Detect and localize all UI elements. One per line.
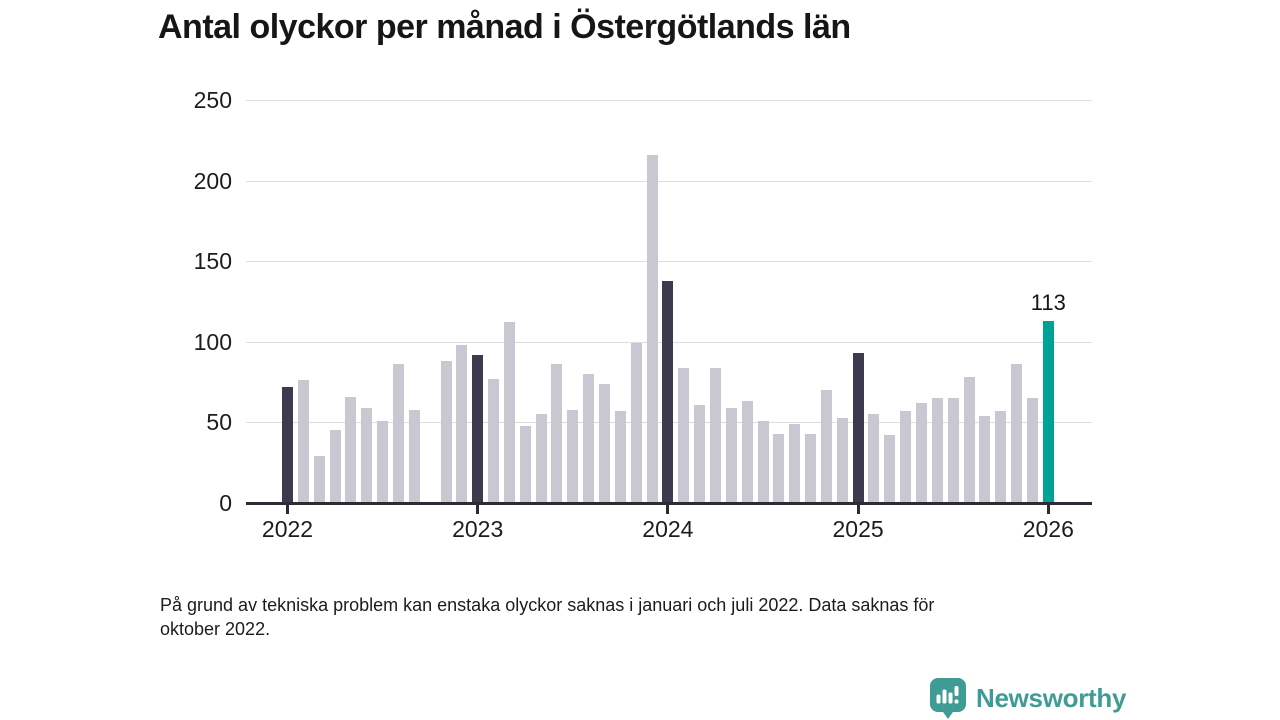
x-axis-label-2022: 2022 [261, 516, 314, 542]
bar-2024-06 [741, 401, 753, 503]
bar-2022-03 [313, 456, 325, 503]
bar-2024-01 [662, 280, 674, 503]
y-axis-label-0: 0 [219, 490, 232, 516]
gridline-150 [246, 261, 1092, 263]
x-axis-tick-2025 [856, 505, 860, 514]
x-axis-tick-2023 [476, 505, 480, 514]
bar-2023-07 [567, 409, 579, 503]
footnote: På grund av tekniska problem kan enstaka… [160, 593, 1120, 641]
bar-2023-11 [630, 343, 642, 503]
x-axis-tick-2024 [666, 505, 670, 514]
bar-2025-12 [1026, 398, 1038, 503]
newsworthy-speech-bubble-chart-icon [930, 678, 966, 719]
x-axis-tick-2022 [286, 505, 289, 514]
bar-2025-03 [884, 435, 896, 503]
y-axis-label-200: 200 [193, 167, 232, 194]
bar-2024-11 [820, 390, 832, 503]
y-axis-label-50: 50 [206, 409, 232, 436]
bar-2023-08 [583, 374, 595, 503]
bar-2023-05 [535, 414, 547, 503]
x-axis-label-2024: 2024 [642, 516, 694, 542]
gridline-200 [246, 180, 1092, 182]
bar-2022-06 [361, 407, 373, 503]
bar-2025-05 [916, 403, 927, 503]
bar-2026-01 [1042, 320, 1054, 503]
bar-2025-04 [900, 411, 912, 503]
newsworthy-wordmark: Newsworthy [976, 683, 1127, 713]
bar-2025-02 [868, 414, 880, 503]
bar-2022-09 [408, 409, 420, 503]
bar-2024-08 [773, 433, 785, 503]
bar-2022-07 [377, 420, 389, 503]
bar-2024-05 [725, 407, 737, 503]
x-axis-label-2025: 2025 [832, 516, 884, 542]
bar-2024-09 [789, 424, 801, 503]
bar-2022-02 [297, 380, 309, 503]
x-axis-label-2023: 2023 [452, 516, 504, 542]
bar-2022-04 [329, 430, 341, 503]
chart-title: Antal olyckor per månad i Östergötlands … [158, 8, 851, 46]
bar-2024-10 [805, 433, 817, 503]
footnote-line-2: oktober 2022. [160, 619, 271, 639]
y-axis-label-150: 150 [193, 248, 232, 275]
bar-2024-04 [709, 367, 721, 503]
footnote-line-1: På grund av tekniska problem kan enstaka… [160, 595, 935, 615]
y-axis-label-250: 250 [193, 87, 232, 113]
bar-2025-08 [963, 377, 975, 503]
newsworthy-logo[interactable]: Newsworthy [930, 678, 1126, 719]
bar-2022-08 [392, 364, 404, 503]
bar-2022-01 [282, 386, 293, 503]
bar-2025-10 [995, 411, 1007, 503]
bar-2023-02 [488, 378, 500, 503]
bar-2022-12 [456, 345, 468, 503]
bar-2025-06 [931, 398, 943, 503]
bar-2025-07 [947, 398, 959, 503]
bar-2024-07 [757, 420, 769, 503]
bar-2023-09 [599, 383, 610, 503]
bar-2025-11 [1011, 364, 1023, 503]
bar-2023-04 [519, 425, 531, 503]
bar-2025-09 [979, 415, 991, 503]
bar-2022-05 [345, 396, 357, 503]
x-axis-label-2026: 2026 [1022, 516, 1074, 542]
bar-chart-plot: 0 50 100 150 200 250 2022 2023 2024 2025 2026 113 [193, 87, 1092, 542]
x-axis-line [246, 501, 1092, 505]
bar-2024-12 [836, 417, 848, 503]
gridline-250 [246, 100, 1092, 101]
bar-2023-10 [614, 411, 626, 503]
bar-2022-11 [440, 361, 452, 503]
bar-2024-03 [694, 404, 706, 503]
bar-2024-02 [678, 367, 690, 503]
bar-2023-03 [503, 322, 515, 503]
y-axis-label-100: 100 [193, 328, 232, 355]
bar-2023-01 [472, 354, 484, 503]
bar-2023-12 [646, 154, 658, 503]
bar-2023-06 [551, 364, 563, 503]
highlight-bar-value-label: 113 [1030, 289, 1066, 315]
bar-2025-01 [852, 353, 864, 503]
x-axis-tick-2026 [1046, 505, 1050, 514]
